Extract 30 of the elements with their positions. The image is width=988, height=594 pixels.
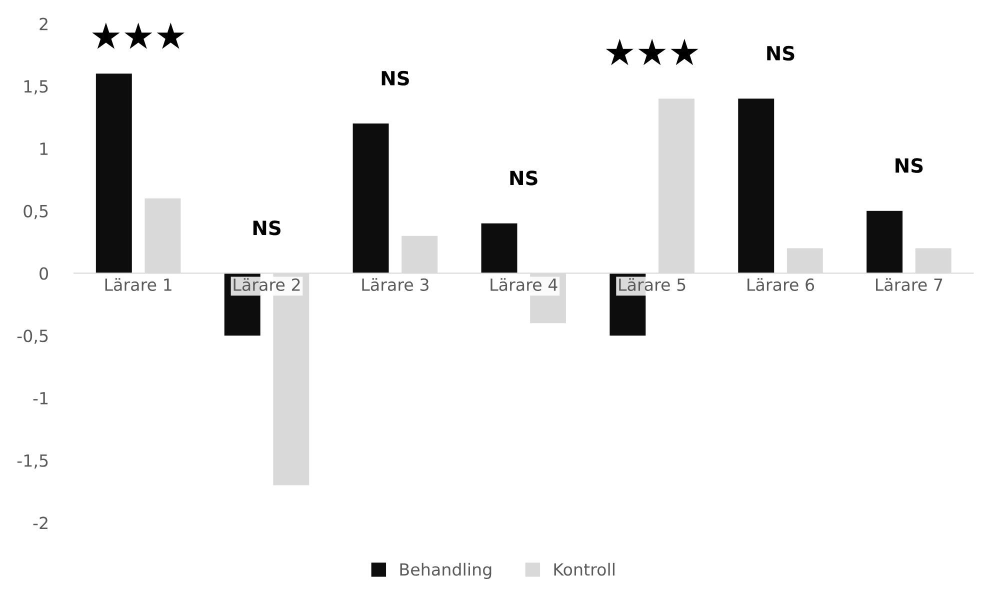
annotation: NS <box>253 220 280 236</box>
y-tick-label: 0 <box>40 267 48 280</box>
x-tick-label: Lärare 2 <box>234 278 300 291</box>
x-tick-label: Lärare 1 <box>105 278 172 291</box>
annotation: ★★★ <box>92 22 185 49</box>
bar <box>866 210 903 274</box>
x-tick-label: Lärare 3 <box>362 278 428 291</box>
bar <box>352 124 389 274</box>
annotation: NS <box>896 158 923 173</box>
x-tick-label: Lärare 4 <box>490 278 558 291</box>
x-tick-label: Lärare 7 <box>876 278 942 291</box>
x-tick-label: Lärare 6 <box>748 278 814 291</box>
y-tick-label: 0,5 <box>24 204 48 220</box>
y-tick-label: -1,5 <box>17 454 48 469</box>
y-tick-label: -2 <box>33 516 48 530</box>
y-tick-label: 1,5 <box>24 80 48 94</box>
x-tick-label: Lärare 5 <box>619 278 686 291</box>
annotation: ★★★ <box>606 38 698 66</box>
annotation: NS <box>382 70 409 86</box>
y-tick-label: -0,5 <box>17 330 48 344</box>
y-tick-label: 1 <box>40 142 48 155</box>
bar <box>481 223 518 274</box>
bar <box>96 74 132 274</box>
legend-label: Behandling <box>400 562 492 579</box>
annotation: NS <box>767 46 794 61</box>
y-tick-label: 2 <box>40 18 48 30</box>
bar <box>738 98 774 274</box>
annotation: NS <box>510 170 538 186</box>
y-tick-label: -1 <box>33 392 48 404</box>
legend-label: Kontroll <box>554 562 614 576</box>
